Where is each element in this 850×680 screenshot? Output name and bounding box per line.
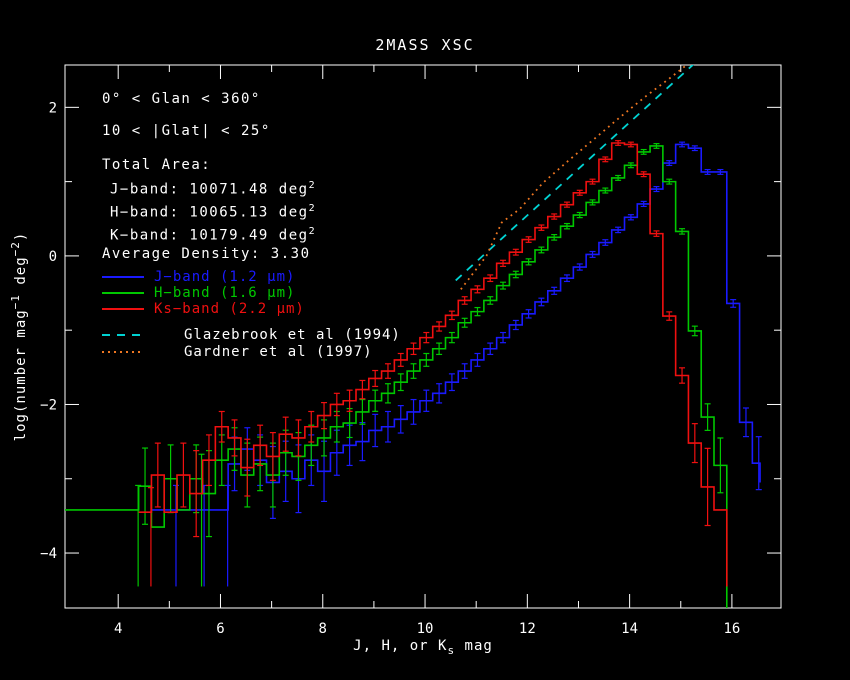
selection-glat: 10 < |Glat| < 25°: [102, 123, 271, 139]
svg-text:−4: −4: [40, 546, 57, 562]
total-area-j: J−band: 10071.48 deg2: [110, 180, 315, 198]
svg-text:14: 14: [621, 621, 638, 637]
svg-text:12: 12: [519, 621, 536, 637]
axis-ticks: [65, 65, 781, 608]
annotation-block: 0° < Glan < 360° 10 < |Glat| < 25° Total…: [102, 90, 401, 360]
svg-text:0: 0: [49, 249, 57, 265]
svg-text:−2: −2: [40, 397, 57, 413]
average-density: Average Density: 3.30: [102, 246, 311, 262]
total-area-header: Total Area:: [102, 157, 212, 173]
svg-text:2: 2: [49, 100, 57, 116]
svg-text:10: 10: [417, 621, 434, 637]
y-axis-label: log(number mag−1 deg−2): [9, 232, 29, 442]
svg-text:8: 8: [319, 621, 327, 637]
x-axis-label: J, H, or Ks mag: [353, 638, 493, 657]
ref-line-gardner: [460, 65, 689, 290]
svg-text:6: 6: [216, 621, 224, 637]
total-area-h: H−band: 10065.13 deg2: [110, 203, 315, 221]
selection-glon: 0° < Glan < 360°: [102, 91, 261, 107]
gardner-dotted-line-sample: [102, 350, 144, 353]
legend-item-glazebrook: Glazebrook et al (1994): [102, 326, 401, 343]
glazebrook-dashed-line-sample: [102, 333, 144, 336]
j-band-line-sample: [102, 276, 144, 278]
series-ks-band: [138, 140, 728, 587]
legend-item-ks-band: Ks−band (2.2 μm): [102, 301, 401, 317]
svg-text:16: 16: [723, 621, 740, 637]
ref-line-glazebrook: [455, 65, 695, 282]
legend-item-h-band: H−band (1.6 μm): [102, 285, 401, 301]
ks-band-line-sample: [102, 308, 144, 310]
axis-tick-labels: 4 6 8 10 12 14 16 2 0 −2 −4: [40, 100, 740, 637]
h-band-line-sample: [102, 292, 144, 294]
chart-title: 2MASS XSC: [375, 36, 475, 54]
svg-text:4: 4: [114, 621, 122, 637]
total-area-k: K−band: 10179.49 deg2: [110, 226, 315, 244]
plot-frame: [64, 64, 782, 609]
legend-item-j-band: J−band (1.2 μm): [102, 269, 401, 285]
legend-item-gardner: Gardner et al (1997): [102, 343, 401, 360]
